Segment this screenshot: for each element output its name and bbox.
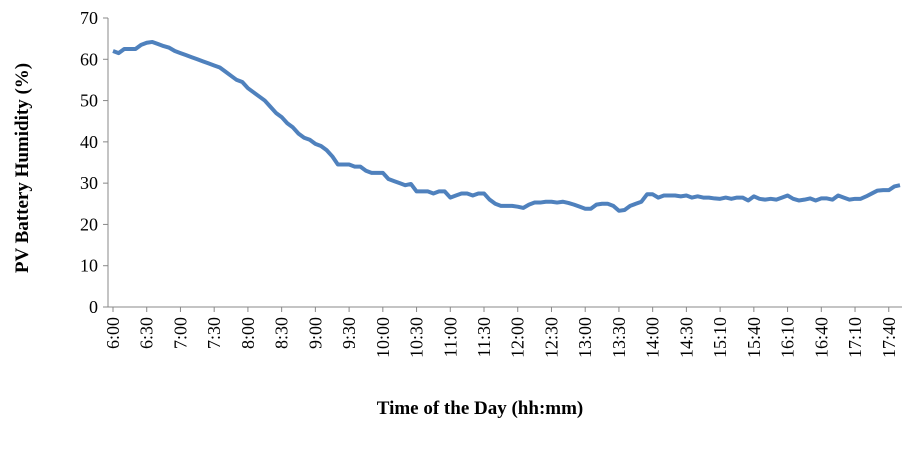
- x-tick-label: 6:30: [137, 317, 157, 349]
- y-tick-label: 50: [80, 91, 98, 111]
- x-tick-label: 10:30: [407, 317, 427, 358]
- x-tick-label: 6:00: [103, 317, 123, 349]
- y-tick-label: 10: [80, 256, 98, 276]
- y-axis-title: PV Battery Humidity (%): [12, 63, 33, 273]
- x-tick-label: 13:30: [609, 317, 629, 358]
- y-tick-label: 20: [80, 214, 98, 234]
- x-tick-label: 11:00: [440, 317, 460, 357]
- x-tick-label: 9:00: [305, 317, 325, 349]
- x-tick-label: 12:00: [508, 317, 528, 358]
- x-tick-label: 16:10: [778, 317, 798, 358]
- x-tick-label: 7:00: [170, 317, 190, 349]
- x-tick-label: 16:40: [811, 317, 831, 358]
- x-tick-label: 7:30: [204, 317, 224, 349]
- data-line: [112, 39, 901, 213]
- x-tick-label: 14:00: [643, 317, 663, 358]
- x-tick-label: 10:00: [373, 317, 393, 358]
- x-tick-label: 8:30: [272, 317, 292, 349]
- x-tick-label: 11:30: [474, 317, 494, 357]
- x-tick-label: 14:30: [676, 317, 696, 358]
- x-tick-label: 15:40: [744, 317, 764, 358]
- y-tick-label: 60: [80, 49, 98, 69]
- x-tick-label: 13:00: [575, 317, 595, 358]
- x-tick-label: 17:40: [879, 317, 899, 358]
- x-tick-label: 8:00: [238, 317, 258, 349]
- y-tick-label: 0: [89, 297, 98, 317]
- x-tick-label: 17:10: [845, 317, 865, 358]
- x-tick-label: 9:30: [339, 317, 359, 349]
- x-axis-title: Time of the Day (hh:mm): [377, 398, 584, 419]
- x-tick-label: 12:30: [541, 317, 561, 358]
- y-tick-label: 40: [80, 132, 98, 152]
- y-tick-label: 30: [80, 173, 98, 193]
- y-tick-label: 70: [80, 8, 98, 28]
- x-tick-label: 15:10: [710, 317, 730, 358]
